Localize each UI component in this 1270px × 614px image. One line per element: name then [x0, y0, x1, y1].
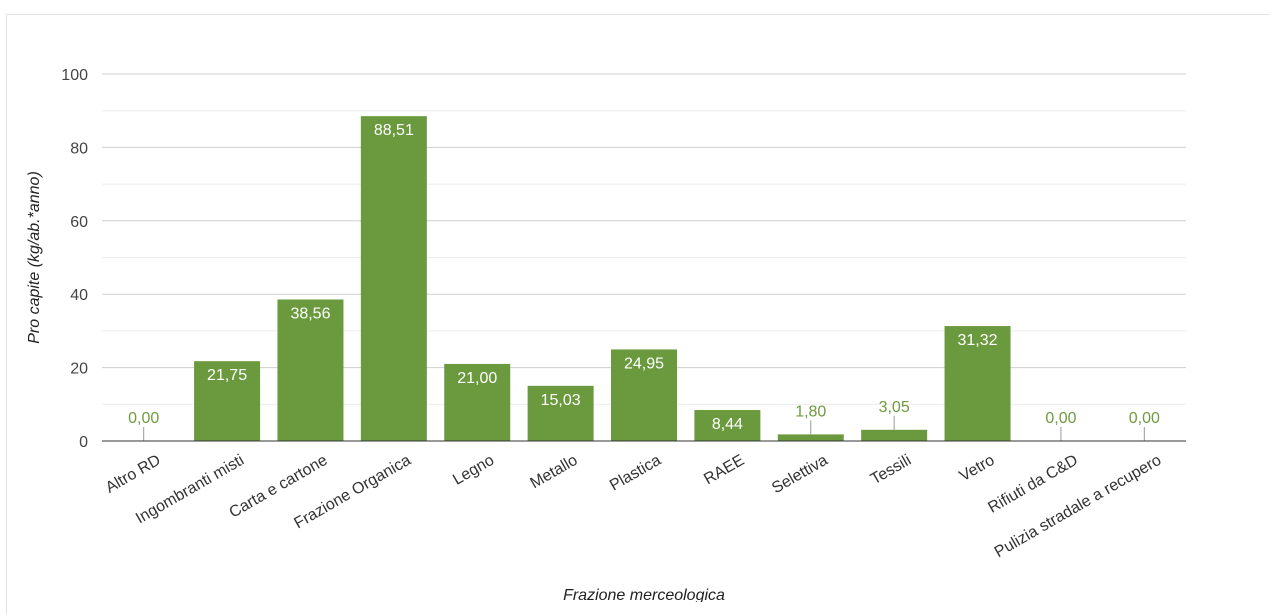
bar-value-label: 8,44 [712, 416, 743, 433]
y-tick-label: 20 [70, 361, 88, 378]
x-tick-label: Vetro [957, 452, 998, 485]
x-tick-label: Selettiva [769, 452, 831, 497]
bar-value-label: 1,80 [795, 403, 826, 420]
y-axis-label: Pro capite (kg/ab.*anno) [26, 171, 43, 344]
bar-value-label: 3,05 [879, 399, 910, 416]
y-axis-ticks: 0 20 40 60 80 100 [61, 67, 88, 451]
y-tick-label: 40 [70, 287, 88, 304]
x-tick-label: Legno [450, 452, 497, 489]
y-tick-label: 80 [70, 140, 88, 157]
y-tick-label: 100 [61, 67, 88, 84]
bar-value-label: 24,95 [624, 355, 664, 372]
x-tick-label: Metallo [527, 452, 580, 493]
bar-value-label: 38,56 [290, 305, 330, 322]
bar [360, 116, 427, 441]
bar-value-label: 31,32 [958, 332, 998, 349]
bar-value-label: 0,00 [1129, 410, 1160, 427]
y-tick-label: 60 [70, 214, 88, 231]
bar [777, 434, 844, 441]
bar [694, 410, 761, 441]
y-tick-label: 0 [79, 434, 88, 451]
bar [527, 385, 594, 441]
x-tick-label: RAEE [701, 452, 747, 489]
x-axis-label: Frazione merceologica [563, 587, 725, 602]
bar [444, 363, 511, 441]
bar [861, 429, 928, 441]
bar [194, 361, 261, 441]
x-tick-label: Tessili [868, 452, 914, 489]
bar-value-label: 21,00 [457, 370, 497, 387]
bars: 0,00 21,75 38,56 88,51 21,00 15,03 24,95 8,44 1,… [128, 116, 1160, 441]
bar [277, 299, 344, 441]
bar-value-label: 15,03 [541, 392, 581, 409]
x-tick-label: Plastica [607, 452, 664, 495]
bar-value-label: 88,51 [374, 122, 414, 139]
x-tick-label: Altro RD [103, 452, 164, 497]
bar-value-label: 21,75 [207, 367, 247, 384]
bar [944, 326, 1011, 441]
x-tick-label: Pulizia stradale a recupero [992, 452, 1165, 561]
chart-frame [6, 14, 1270, 614]
bar-value-label: 0,00 [1045, 410, 1076, 427]
bar-value-label: 0,00 [128, 410, 159, 427]
bar [611, 349, 677, 441]
